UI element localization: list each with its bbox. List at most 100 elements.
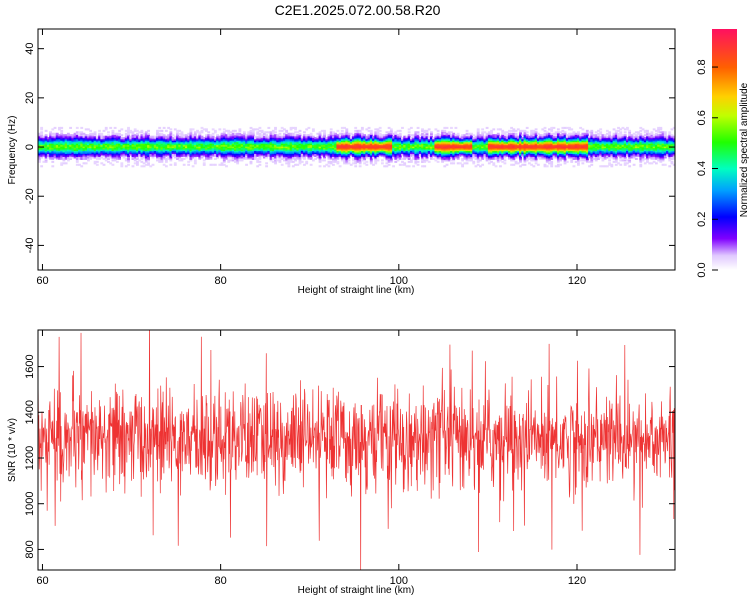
heatmap-cell [450, 146, 453, 149]
heatmap-cell [200, 126, 204, 129]
heatmap-cell [430, 131, 433, 134]
heatmap-cell [376, 154, 380, 157]
heatmap-cell [269, 131, 273, 134]
heatmap-cell [392, 137, 395, 140]
heatmap-cell [561, 147, 565, 150]
heatmap-cell [381, 154, 384, 157]
heatmap-cell [434, 137, 438, 140]
heatmap-cell [427, 137, 431, 140]
heatmap-cell [305, 144, 309, 147]
heatmap-cell [599, 156, 603, 159]
heatmap-cell [131, 156, 135, 159]
heatmap-cell [227, 147, 231, 150]
heatmap-cell [234, 150, 237, 153]
heatmap-cell [340, 151, 344, 155]
heatmap-cell [530, 138, 534, 141]
heatmap-cell [345, 162, 349, 165]
heatmap-cell [164, 151, 168, 155]
heatmap-cell [258, 149, 262, 152]
heatmap-cell [209, 134, 213, 137]
heatmap-cell [260, 146, 264, 149]
heatmap-cell [238, 147, 242, 150]
heatmap-cell [612, 156, 616, 159]
heatmap-cell [189, 153, 193, 156]
heatmap-cell [441, 159, 444, 162]
heatmap-cell [138, 137, 142, 140]
heatmap-cell [245, 138, 248, 141]
heatmap-cell [507, 147, 511, 150]
heatmap-cell [218, 153, 222, 156]
heatmap-cell [479, 144, 482, 147]
heatmap-cell [360, 150, 364, 153]
heatmap-cell [222, 138, 226, 141]
heatmap-cell [64, 154, 68, 157]
heatmap-cell [58, 146, 61, 149]
heatmap-cell [40, 151, 44, 155]
heatmap-cell [180, 131, 184, 134]
heatmap-cell [585, 143, 589, 146]
heatmap-cell [499, 137, 502, 140]
heatmap-cell [574, 160, 578, 163]
heatmap-cell [46, 156, 50, 159]
heatmap-cell [383, 140, 387, 143]
heatmap-cell [396, 149, 400, 152]
heatmap-cell [265, 147, 269, 150]
heatmap-cell [369, 149, 373, 152]
heatmap-cell [231, 138, 235, 141]
heatmap-cell [305, 140, 309, 143]
heatmap-cell [561, 144, 565, 147]
heatmap-cell [140, 151, 144, 155]
heatmap-cell [296, 144, 300, 147]
heatmap-cell [496, 160, 500, 163]
heatmap-cell [577, 157, 580, 160]
heatmap-cell [565, 140, 569, 143]
heatmap-cell [336, 144, 340, 147]
heatmap-cell [142, 134, 146, 137]
heatmap-cell [73, 144, 77, 147]
heatmap-cell [153, 138, 157, 141]
heatmap-cell [91, 150, 95, 153]
heatmap-cell [167, 149, 171, 152]
heatmap-cell [160, 159, 164, 162]
heatmap-cell [278, 154, 282, 157]
heatmap-cell [189, 157, 193, 160]
heatmap-cell [610, 137, 614, 140]
heatmap-cell [385, 162, 389, 165]
heatmap-cell [289, 150, 293, 153]
heatmap-cell [187, 147, 191, 150]
heatmap-cell [334, 135, 338, 138]
heatmap-cell [178, 149, 182, 152]
heatmap-cell [392, 165, 395, 168]
heatmap-cell [365, 150, 369, 153]
heatmap-cell [265, 150, 269, 153]
heatmap-cell [178, 138, 182, 141]
heatmap-cell [151, 146, 155, 149]
heatmap-cell [512, 159, 516, 162]
heatmap-cell [305, 141, 309, 144]
heatmap-cell [120, 153, 124, 156]
heatmap-cell [271, 157, 275, 160]
heatmap-cell [405, 147, 409, 150]
heatmap-cell [385, 141, 389, 144]
heatmap-cell [307, 149, 311, 152]
heatmap-cell [434, 154, 438, 157]
heatmap-cell [211, 138, 215, 141]
heatmap-cell [352, 141, 355, 144]
heatmap-cell [421, 147, 424, 150]
heatmap-cell [376, 129, 380, 132]
heatmap-cell [80, 131, 84, 134]
heatmap-cell [318, 160, 322, 163]
heatmap-cell [171, 149, 175, 152]
heatmap-cell [44, 129, 48, 132]
heatmap-cell [209, 156, 213, 159]
heatmap-cell [407, 147, 411, 150]
heatmap-cell [251, 154, 255, 157]
heatmap-cell [318, 146, 322, 149]
heatmap-cell [93, 132, 97, 135]
heatmap-cell [73, 138, 77, 141]
heatmap-cell [354, 147, 358, 150]
heatmap-cell [311, 146, 315, 149]
heatmap-cell [258, 160, 262, 163]
heatmap-cell [260, 138, 264, 141]
heatmap-cell [554, 151, 558, 155]
